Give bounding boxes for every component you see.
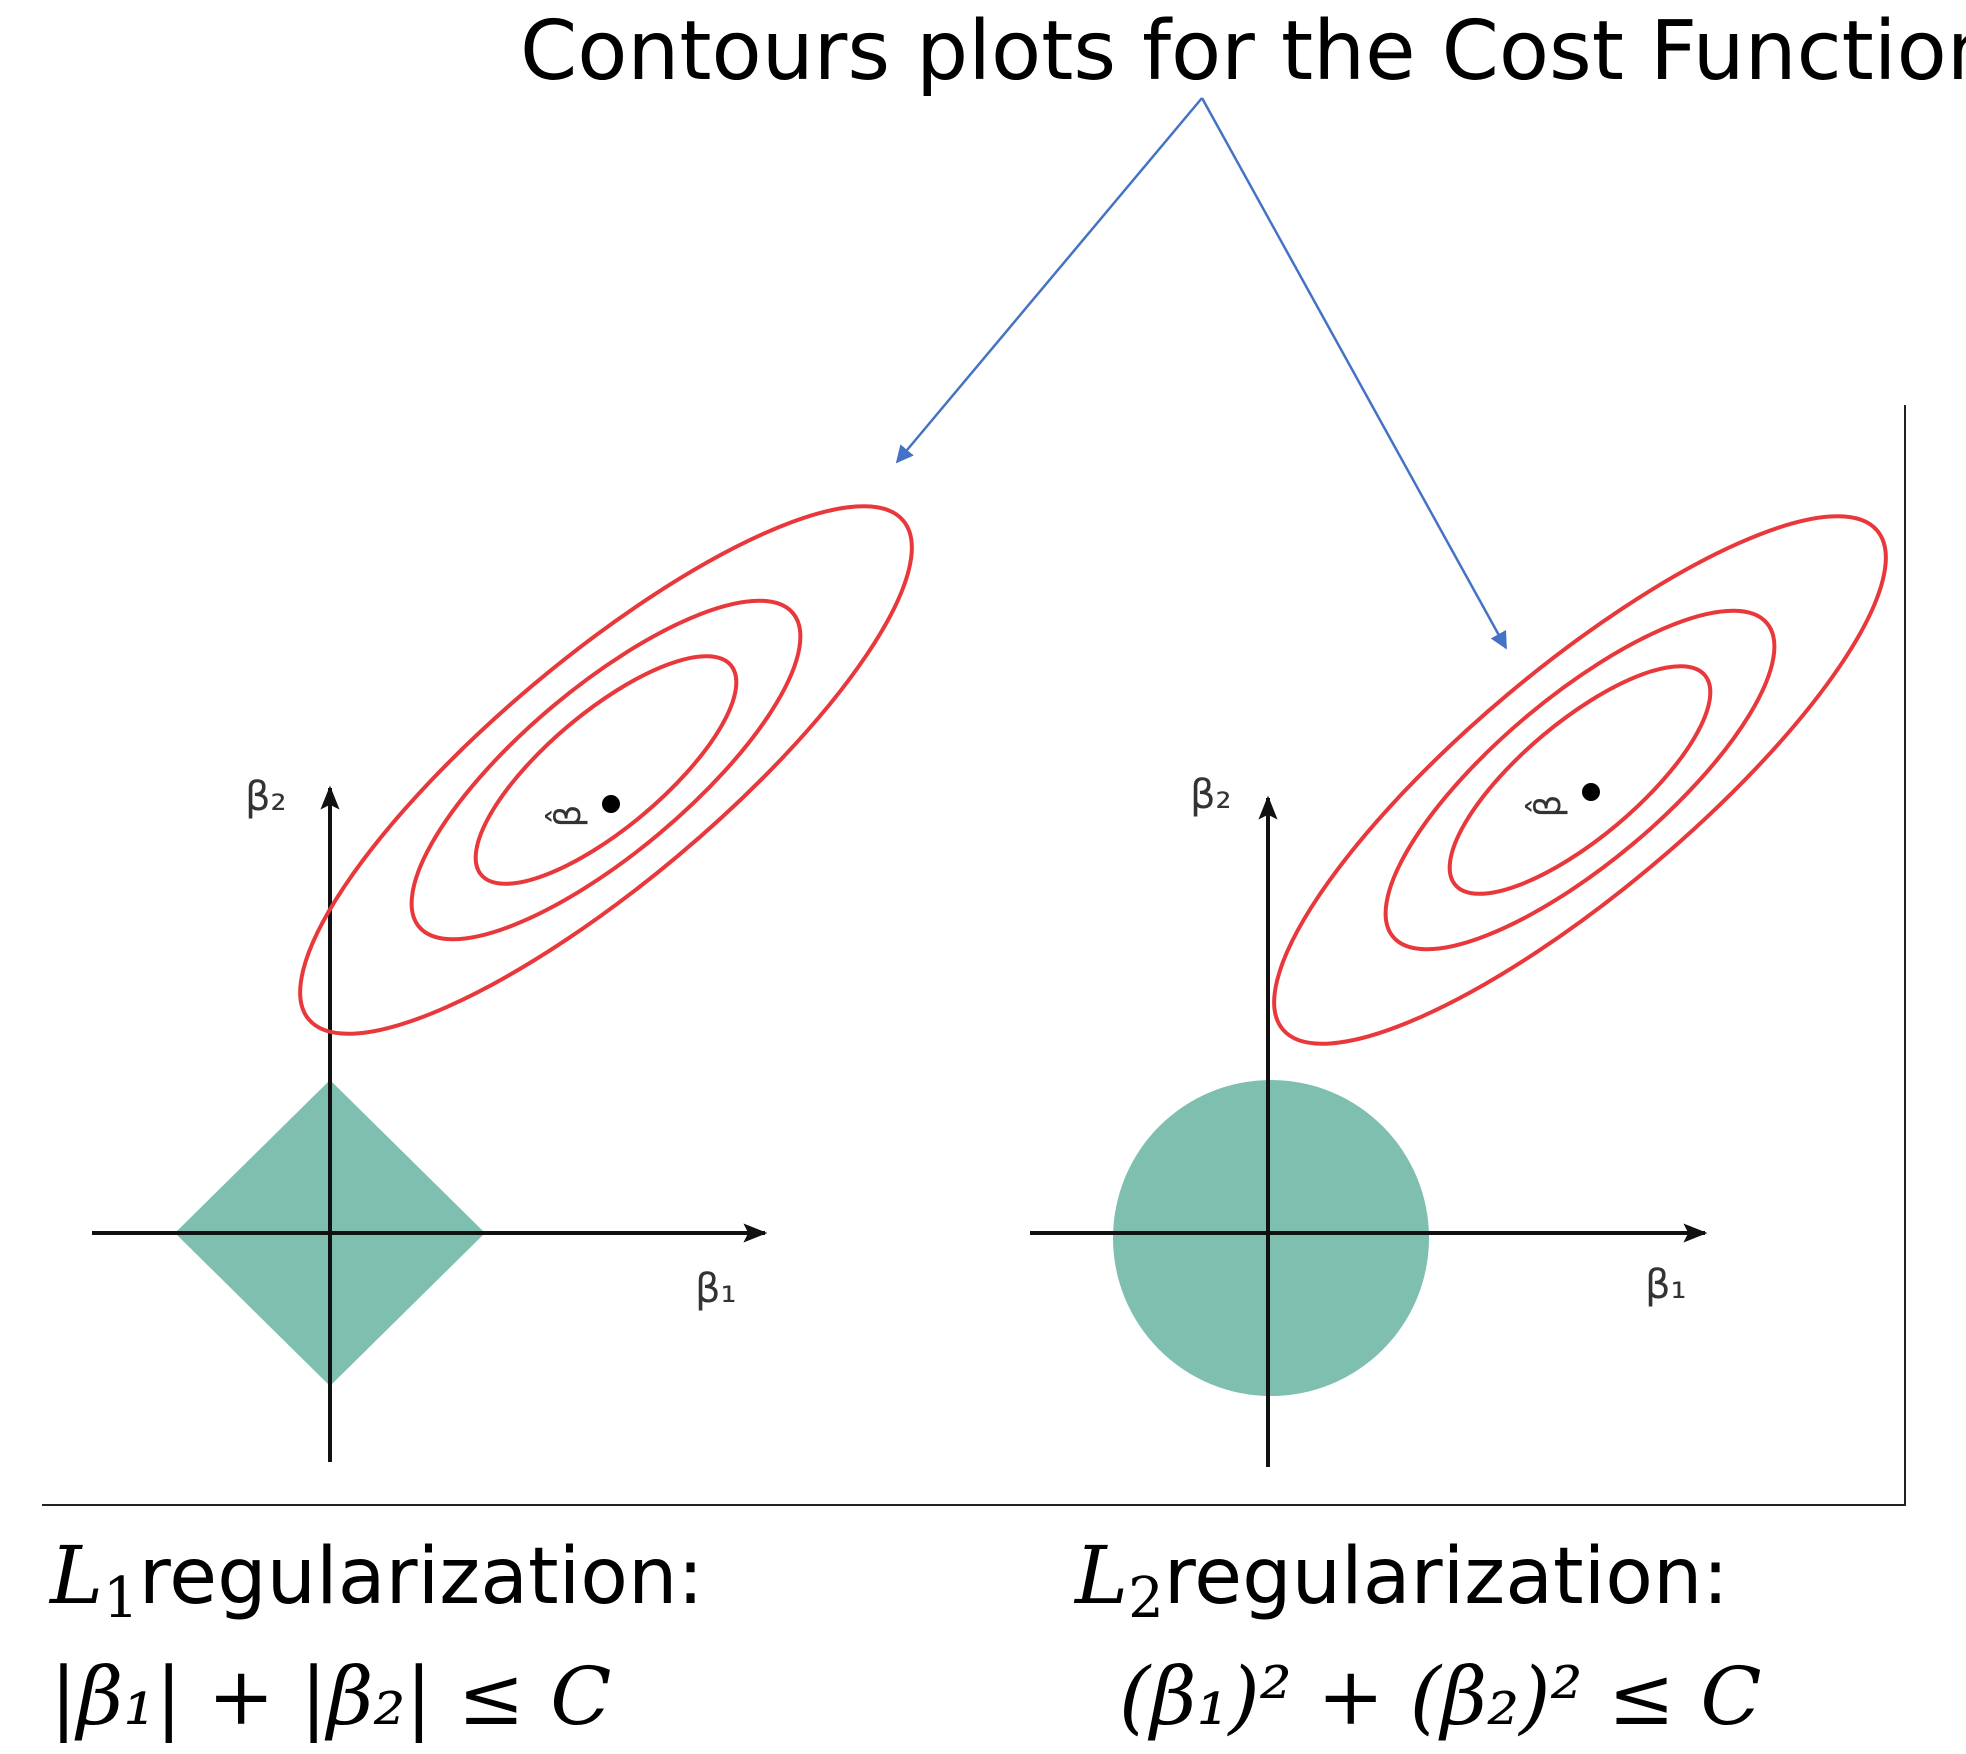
diagram-title: Contours plots for the Cost Function: [520, 4, 1966, 99]
l2-x-axis-label: β₁: [1645, 1262, 1687, 1308]
l1-contour-middle: [409, 598, 803, 942]
l2-caption: L2regularization: (β₁)² + (β₂)² ≤ C: [1075, 1528, 1762, 1747]
l1-caption-norm: L: [50, 1529, 104, 1622]
l1-caption: L1regularization: |β₁| + |β₂| ≤ C: [50, 1528, 704, 1747]
frame-border: [42, 405, 1906, 1506]
l2-caption-formula: (β₁)² + (β₂)² ≤ C: [1119, 1650, 1762, 1743]
l2-contour-outer: [1272, 514, 1888, 1046]
l1-caption-sub: 1: [103, 1566, 139, 1631]
l1-caption-word: regularization:: [138, 1532, 704, 1622]
l1-cost-contours: [298, 504, 914, 1036]
callout-arrows: [895, 97, 1508, 650]
l1-contour-inner: [473, 654, 739, 886]
l1-contour-outer: [298, 504, 914, 1036]
l1-estimate-point: [602, 795, 620, 813]
l1-estimate-label: β̂: [544, 805, 589, 828]
panel-l1: β̂ β₂ β₁: [92, 504, 914, 1462]
l2-cost-contours: [1272, 514, 1888, 1046]
l2-y-axis-label: β₂: [1190, 772, 1232, 818]
l2-caption-norm: L: [1075, 1529, 1129, 1622]
panel-l2: β̂ β₂ β₁: [1030, 514, 1888, 1467]
l2-contour-middle: [1383, 608, 1777, 952]
l1-caption-heading: L1regularization:: [50, 1528, 704, 1647]
l1-caption-formula: |β₁| + |β₂| ≤ C: [50, 1650, 612, 1743]
l2-estimate-point: [1582, 783, 1600, 801]
l1-y-axis-label: β₂: [245, 774, 287, 820]
l2-contour-inner: [1447, 664, 1713, 896]
l2-caption-word: regularization:: [1163, 1532, 1729, 1622]
l2-estimate-label: β̂: [1524, 795, 1569, 818]
l2-caption-sub: 2: [1128, 1566, 1164, 1631]
callout-arrow-left: [895, 97, 1203, 464]
l1-x-axis-label: β₁: [695, 1266, 737, 1312]
l2-constraint-circle: [1113, 1080, 1429, 1396]
l2-caption-heading: L2regularization:: [1075, 1528, 1762, 1647]
callout-arrow-right: [1200, 97, 1508, 650]
